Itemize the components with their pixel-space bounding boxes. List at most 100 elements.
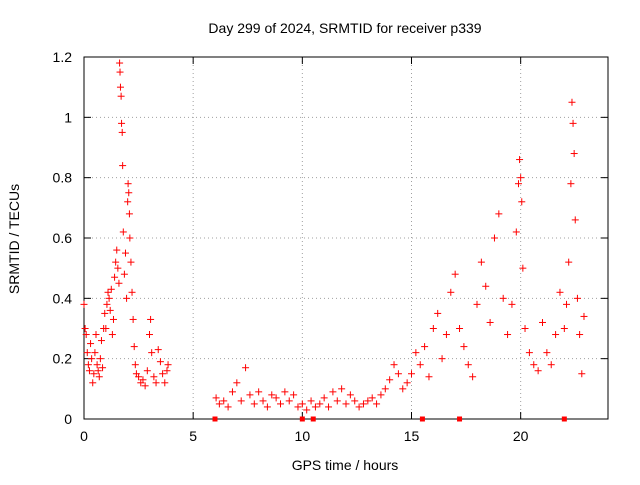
gap-marker bbox=[310, 416, 316, 422]
data-point bbox=[80, 300, 88, 308]
gap-marker bbox=[212, 416, 218, 422]
data-point bbox=[95, 373, 103, 381]
data-point bbox=[161, 379, 169, 387]
data-point bbox=[119, 162, 127, 170]
data-point bbox=[329, 388, 337, 396]
data-point bbox=[408, 370, 415, 378]
data-point bbox=[567, 180, 575, 188]
data-point bbox=[316, 400, 324, 408]
data-point bbox=[108, 331, 116, 339]
x-tick-label: 5 bbox=[189, 428, 197, 444]
data-point bbox=[568, 98, 576, 106]
data-point bbox=[250, 400, 258, 408]
data-point bbox=[320, 394, 328, 402]
data-point bbox=[560, 325, 568, 332]
data-point bbox=[508, 300, 516, 308]
data-point bbox=[534, 367, 542, 375]
data-point bbox=[294, 403, 302, 411]
data-point bbox=[154, 346, 162, 354]
data-point bbox=[565, 258, 573, 266]
data-point bbox=[120, 270, 128, 278]
data-point bbox=[237, 397, 245, 405]
data-point bbox=[125, 189, 133, 197]
gap-marker bbox=[561, 416, 567, 422]
data-point bbox=[141, 382, 149, 390]
data-point bbox=[281, 388, 289, 396]
data-point bbox=[285, 397, 293, 405]
data-point bbox=[224, 403, 232, 411]
data-point bbox=[333, 397, 341, 405]
data-point bbox=[521, 325, 529, 332]
y-tick-label: 1 bbox=[64, 109, 72, 125]
data-point bbox=[381, 385, 389, 393]
data-point bbox=[102, 325, 110, 332]
data-point bbox=[504, 331, 512, 339]
data-point bbox=[272, 394, 280, 402]
data-point bbox=[525, 349, 533, 357]
data-point bbox=[547, 361, 555, 369]
data-point bbox=[228, 388, 236, 396]
data-point bbox=[490, 234, 498, 242]
data-point bbox=[242, 364, 250, 372]
data-point bbox=[106, 306, 114, 314]
data-point bbox=[364, 397, 372, 405]
data-point bbox=[464, 361, 472, 369]
y-axis-label: SRMTID / TECUs bbox=[6, 184, 22, 294]
y-tick-label: 0.2 bbox=[53, 351, 73, 367]
data-point bbox=[512, 228, 520, 236]
data-point bbox=[447, 288, 455, 296]
data-point bbox=[83, 349, 91, 357]
data-point bbox=[114, 264, 122, 272]
data-point bbox=[164, 361, 172, 369]
y-tick-label: 1.2 bbox=[53, 49, 73, 65]
y-tick-label: 0.4 bbox=[53, 290, 73, 306]
data-point bbox=[460, 343, 468, 351]
data-point bbox=[118, 119, 126, 127]
data-point bbox=[386, 376, 394, 384]
data-point bbox=[355, 403, 363, 411]
data-point bbox=[233, 379, 241, 387]
gap-marker bbox=[419, 416, 425, 422]
data-point bbox=[456, 325, 464, 332]
gap-marker-layer bbox=[212, 416, 567, 422]
data-point bbox=[81, 325, 89, 332]
data-point bbox=[563, 300, 571, 308]
data-point bbox=[303, 406, 311, 414]
data-point bbox=[390, 361, 398, 369]
data-point bbox=[150, 373, 158, 381]
data-point bbox=[128, 288, 136, 296]
data-point bbox=[129, 315, 137, 323]
data-point bbox=[109, 315, 117, 323]
data-point bbox=[96, 355, 104, 363]
data-point bbox=[438, 355, 446, 363]
data-point bbox=[111, 273, 119, 281]
data-point bbox=[486, 318, 494, 326]
data-point bbox=[519, 264, 527, 272]
data-point bbox=[103, 300, 111, 308]
data-point bbox=[220, 397, 228, 405]
data-point bbox=[159, 370, 167, 378]
gap-marker bbox=[299, 416, 305, 422]
x-tick-label: 15 bbox=[404, 428, 420, 444]
data-point bbox=[126, 234, 134, 242]
data-point bbox=[127, 258, 135, 266]
data-point bbox=[473, 300, 481, 308]
data-point bbox=[290, 391, 298, 399]
data-point bbox=[377, 391, 385, 399]
data-point bbox=[125, 210, 133, 218]
data-point bbox=[89, 379, 97, 387]
data-point bbox=[394, 370, 402, 378]
data-point bbox=[277, 400, 284, 408]
data-point bbox=[87, 340, 95, 348]
data-point bbox=[212, 394, 220, 402]
data-point bbox=[425, 373, 433, 381]
data-point bbox=[517, 174, 525, 182]
y-tick-label: 0.8 bbox=[53, 170, 73, 186]
data-point bbox=[139, 376, 147, 384]
data-point bbox=[118, 128, 126, 136]
data-point bbox=[311, 403, 319, 411]
data-point bbox=[215, 400, 223, 408]
data-point bbox=[97, 337, 105, 345]
data-point bbox=[113, 246, 121, 254]
data-point bbox=[416, 361, 424, 369]
